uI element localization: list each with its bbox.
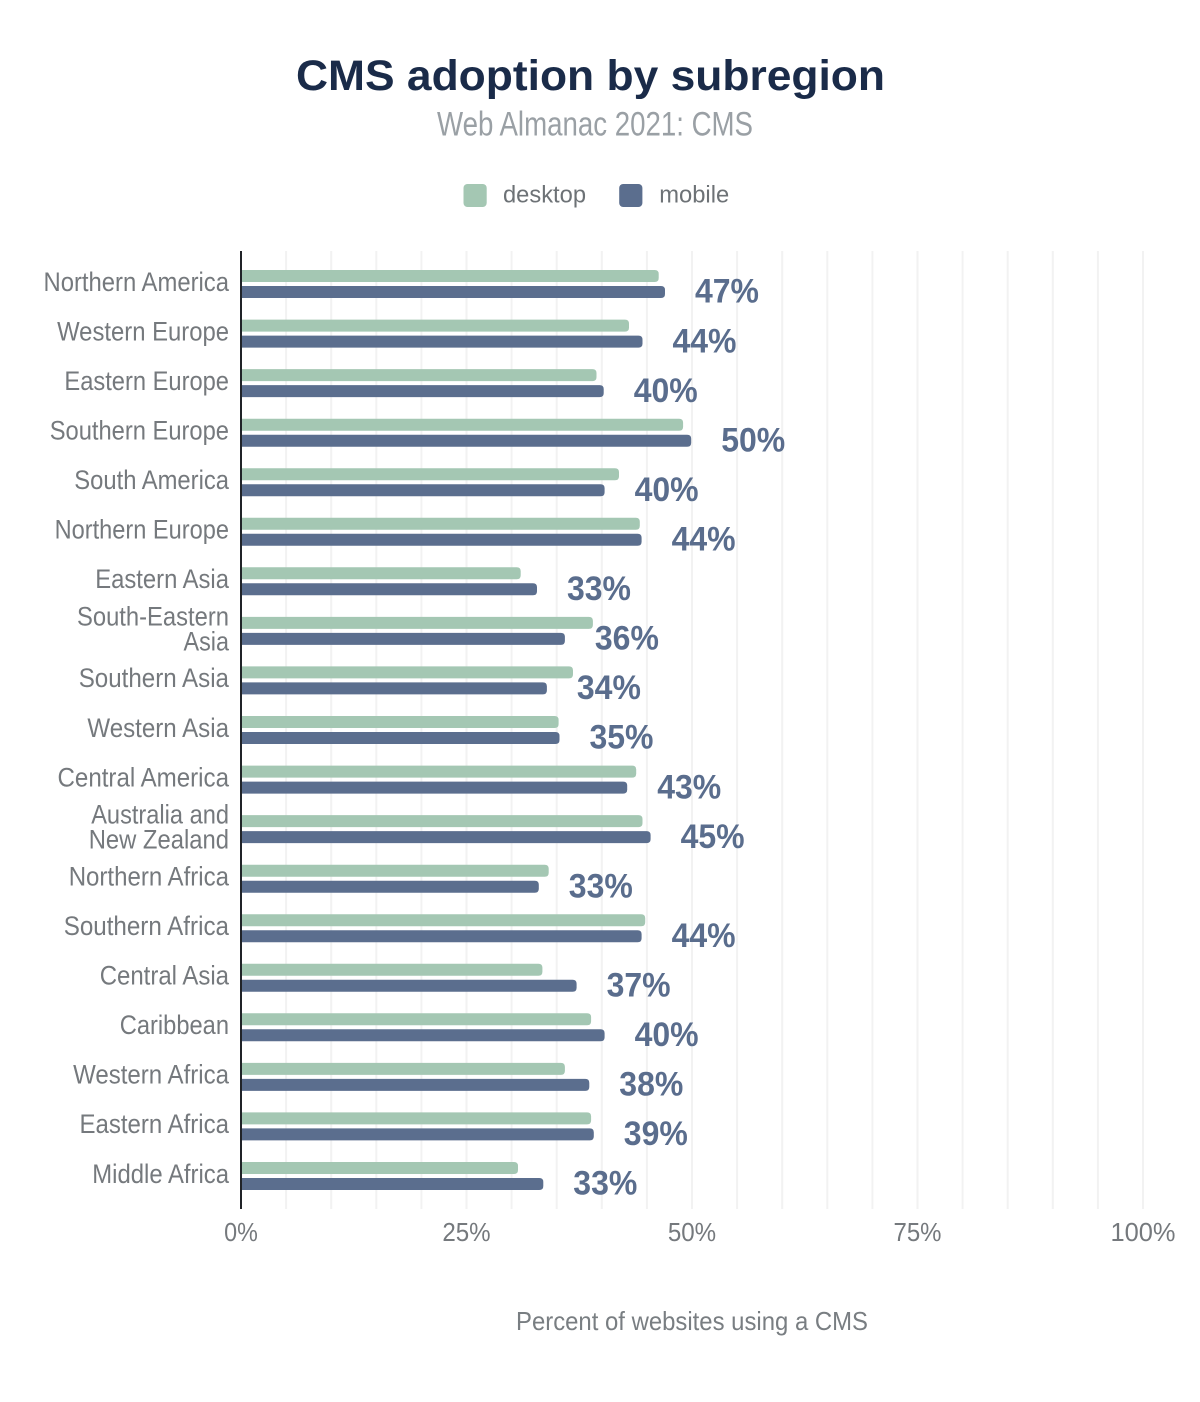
- svg-text:Middle Africa: Middle Africa: [92, 1159, 230, 1189]
- svg-text:38%: 38%: [619, 1066, 683, 1104]
- svg-text:36%: 36%: [595, 620, 659, 658]
- svg-text:Web Almanac 2021: CMS: Web Almanac 2021: CMS: [437, 106, 753, 144]
- svg-text:33%: 33%: [567, 570, 631, 608]
- svg-text:Australia and: Australia and: [91, 800, 229, 830]
- svg-text:mobile: mobile: [659, 182, 729, 209]
- svg-text:40%: 40%: [635, 1016, 699, 1054]
- svg-text:Caribbean: Caribbean: [120, 1010, 229, 1040]
- svg-text:47%: 47%: [695, 273, 759, 311]
- svg-text:Northern America: Northern America: [44, 267, 230, 297]
- svg-text:Western Africa: Western Africa: [73, 1060, 230, 1090]
- svg-text:45%: 45%: [681, 818, 745, 856]
- svg-text:100%: 100%: [1111, 1219, 1176, 1247]
- svg-text:Eastern Africa: Eastern Africa: [80, 1109, 230, 1139]
- svg-text:Eastern Asia: Eastern Asia: [95, 564, 230, 594]
- svg-text:0%: 0%: [224, 1219, 258, 1247]
- svg-text:40%: 40%: [635, 471, 699, 509]
- svg-text:25%: 25%: [442, 1219, 490, 1247]
- svg-text:Southern Asia: Southern Asia: [79, 663, 230, 693]
- svg-text:33%: 33%: [569, 867, 633, 905]
- svg-text:Asia: Asia: [184, 626, 230, 656]
- svg-text:Central America: Central America: [58, 762, 230, 792]
- svg-text:39%: 39%: [624, 1115, 688, 1153]
- svg-text:44%: 44%: [672, 521, 736, 559]
- svg-text:35%: 35%: [590, 719, 654, 757]
- svg-text:Percent of websites using a CM: Percent of websites using a CMS: [516, 1306, 868, 1336]
- svg-text:South-Eastern: South-Eastern: [77, 601, 229, 631]
- svg-text:Northern Africa: Northern Africa: [69, 862, 230, 892]
- svg-text:Southern Africa: Southern Africa: [64, 911, 230, 941]
- svg-text:CMS adoption by subregion: CMS adoption by subregion: [296, 53, 885, 100]
- svg-text:50%: 50%: [668, 1219, 716, 1247]
- svg-text:New Zealand: New Zealand: [89, 825, 229, 855]
- svg-text:Western Europe: Western Europe: [57, 316, 229, 346]
- svg-text:Northern Europe: Northern Europe: [55, 515, 229, 545]
- svg-text:44%: 44%: [673, 322, 737, 360]
- svg-text:37%: 37%: [607, 967, 671, 1005]
- svg-text:44%: 44%: [672, 917, 736, 955]
- svg-text:Southern Europe: Southern Europe: [50, 416, 229, 446]
- svg-text:desktop: desktop: [503, 182, 586, 209]
- svg-text:Central Asia: Central Asia: [100, 961, 230, 991]
- svg-text:Western Asia: Western Asia: [87, 713, 229, 743]
- svg-text:50%: 50%: [721, 421, 785, 459]
- svg-text:33%: 33%: [573, 1165, 637, 1203]
- svg-text:43%: 43%: [657, 768, 721, 806]
- svg-text:40%: 40%: [634, 372, 698, 410]
- svg-text:75%: 75%: [894, 1219, 942, 1247]
- svg-text:34%: 34%: [577, 669, 641, 707]
- svg-text:Eastern Europe: Eastern Europe: [64, 366, 229, 396]
- svg-text:South America: South America: [74, 465, 230, 495]
